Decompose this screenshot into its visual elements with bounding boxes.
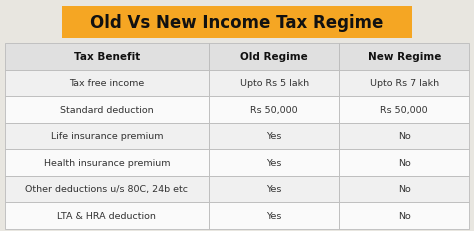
Bar <box>5 44 209 70</box>
Text: No: No <box>398 132 410 141</box>
Bar <box>5 149 209 176</box>
Bar <box>209 123 339 149</box>
Bar <box>339 123 469 149</box>
Text: Rs 50,000: Rs 50,000 <box>250 105 298 114</box>
Bar <box>339 97 469 123</box>
Bar <box>339 70 469 97</box>
Text: Upto Rs 7 lakh: Upto Rs 7 lakh <box>370 79 439 88</box>
Text: Upto Rs 5 lakh: Upto Rs 5 lakh <box>239 79 309 88</box>
Bar <box>209 44 339 70</box>
Text: Tax free income: Tax free income <box>69 79 145 88</box>
Bar <box>339 44 469 70</box>
Text: Yes: Yes <box>266 158 282 167</box>
Bar <box>209 149 339 176</box>
Bar <box>209 176 339 202</box>
Text: No: No <box>398 185 410 194</box>
Text: Old Vs New Income Tax Regime: Old Vs New Income Tax Regime <box>91 14 383 32</box>
Bar <box>339 176 469 202</box>
Text: Standard deduction: Standard deduction <box>60 105 154 114</box>
Bar <box>62 7 412 39</box>
Text: Old Regime: Old Regime <box>240 52 308 62</box>
Text: Other deductions u/s 80C, 24b etc: Other deductions u/s 80C, 24b etc <box>26 185 189 194</box>
Bar <box>5 70 209 97</box>
Text: Health insurance premium: Health insurance premium <box>44 158 170 167</box>
Bar <box>209 70 339 97</box>
Bar <box>209 202 339 229</box>
Text: Life insurance premium: Life insurance premium <box>51 132 163 141</box>
Text: No: No <box>398 158 410 167</box>
Text: Yes: Yes <box>266 185 282 194</box>
Bar <box>5 123 209 149</box>
Bar <box>5 176 209 202</box>
Text: No: No <box>398 211 410 220</box>
Bar <box>339 149 469 176</box>
Bar <box>5 97 209 123</box>
Text: New Regime: New Regime <box>367 52 441 62</box>
Bar <box>5 202 209 229</box>
Bar <box>339 202 469 229</box>
Text: Yes: Yes <box>266 132 282 141</box>
Text: Tax Benefit: Tax Benefit <box>74 52 140 62</box>
Text: Yes: Yes <box>266 211 282 220</box>
Bar <box>209 97 339 123</box>
Text: LTA & HRA deduction: LTA & HRA deduction <box>57 211 156 220</box>
Text: Rs 50,000: Rs 50,000 <box>381 105 428 114</box>
